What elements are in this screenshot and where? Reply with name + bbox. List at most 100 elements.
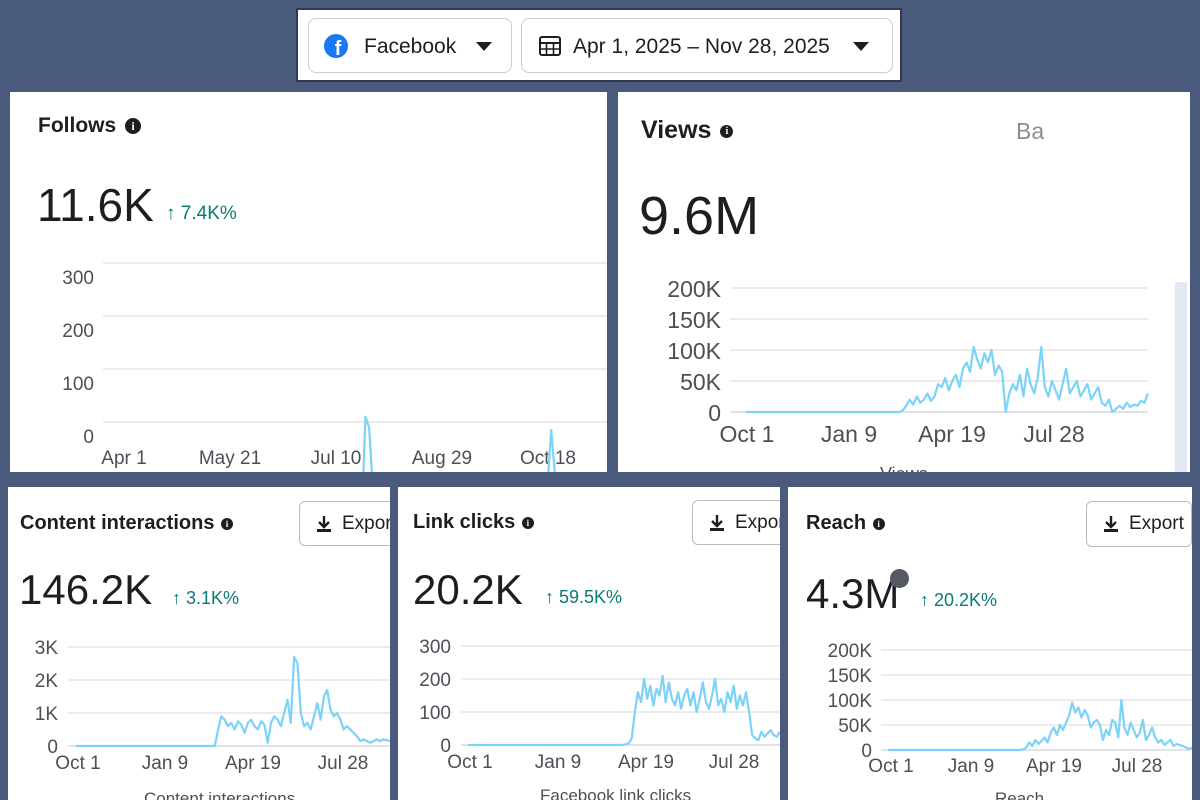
info-icon[interactable]: i <box>521 516 534 529</box>
y-tick-label: 200 <box>419 670 451 691</box>
legend-fragment: Views <box>880 464 928 472</box>
y-tick-label: 50K <box>680 369 722 395</box>
x-ticks: Oct 1 Jan 9 Apr 19 Jul 28 <box>720 421 1085 447</box>
x-tick-label: Aug 29 <box>412 448 472 469</box>
download-icon <box>317 515 331 532</box>
gridlines <box>881 649 1192 751</box>
x-ticks: Apr 1 May 21 Jul 10 Aug 29 Oct 18 <box>101 448 576 469</box>
x-tick-label: Apr 1 <box>101 448 146 469</box>
follows-value: 11.6K <box>37 179 154 231</box>
info-icon[interactable]: i <box>872 517 885 530</box>
scrollbar[interactable] <box>1175 282 1187 472</box>
series-line <box>76 655 390 748</box>
export-button[interactable]: Expor <box>692 500 780 545</box>
x-tick-label: Apr 19 <box>918 421 986 447</box>
x-tick-label: Apr 19 <box>618 752 674 773</box>
calendar-icon <box>539 36 561 56</box>
export-button[interactable]: Export <box>1086 501 1192 547</box>
chevron-down-icon <box>853 42 869 51</box>
y-tick-label: 300 <box>62 268 94 289</box>
export-button[interactable]: Export <box>299 501 390 546</box>
views-chart: 200K 150K 100K 50K 0 Oct 1 Jan 9 Apr 19 … <box>667 276 1150 447</box>
download-icon <box>1104 516 1118 532</box>
platform-dropdown[interactable]: f Facebook <box>308 18 512 73</box>
info-icon[interactable]: i <box>125 118 142 135</box>
x-ticks: Oct 1 Jan 9 Apr 19 Jul 28 <box>447 752 759 773</box>
content-interactions-card: Content interactions i Export 146.2K ↑ 3… <box>8 487 390 800</box>
card-title: Link clicks i <box>413 511 534 534</box>
content-interactions-value: 146.2K <box>19 566 153 613</box>
card-title: Reach i <box>806 512 885 535</box>
y-tick-label: 50K <box>838 716 872 737</box>
card-title: Follows i <box>38 114 142 138</box>
views-card: Views i Ba 9.6M Views 200K 150K 100K 50K… <box>618 92 1190 472</box>
x-tick-label: Apr 19 <box>1026 756 1082 777</box>
y-tick-label: 150K <box>828 666 873 687</box>
y-tick-label: 1K <box>35 704 59 725</box>
date-range-dropdown[interactable]: Apr 1, 2025 – Nov 28, 2025 <box>521 18 893 73</box>
series-line <box>468 674 780 747</box>
content-interactions-chart: 3K 2K 1K 0 Oct 1 Jan 9 Apr 19 Jul 28 <box>35 638 390 774</box>
y-tick-label: 200 <box>62 321 94 342</box>
y-tick-label: 0 <box>440 736 451 757</box>
x-tick-label: Jul 28 <box>709 752 760 773</box>
follows-delta: ↑ 7.4K% <box>166 203 237 224</box>
y-ticks: 3K 2K 1K 0 <box>35 638 59 758</box>
tab-fragment[interactable]: Ba <box>1016 118 1045 144</box>
y-tick-label: 2K <box>35 671 59 692</box>
reach-card: Reach i Export 4.3M ↑ 20.2K% Reach 200K … <box>788 487 1192 800</box>
x-tick-label: Jul 28 <box>1023 421 1084 447</box>
date-range-label: Apr 1, 2025 – Nov 28, 2025 <box>573 35 830 58</box>
x-tick-label: Jan 9 <box>821 421 877 447</box>
cursor-dot <box>890 569 909 588</box>
platform-label: Facebook <box>364 35 457 58</box>
card-title: Content interactions i <box>20 512 234 535</box>
follows-card: Follows i 11.6K ↑ 7.4K% 300 200 100 0 Ap… <box>10 92 607 472</box>
follows-chart: 300 200 100 0 Apr 1 May 21 Jul 10 Aug 29… <box>62 262 607 472</box>
info-icon[interactable]: i <box>720 124 734 138</box>
card-title: Views i <box>641 116 734 145</box>
x-tick-label: Jul 28 <box>1112 756 1163 777</box>
y-tick-label: 100 <box>62 374 94 395</box>
gridlines <box>103 262 607 423</box>
y-tick-label: 100K <box>667 338 721 364</box>
y-tick-label: 100K <box>828 691 873 712</box>
legend-fragment: Facebook link clicks <box>540 786 692 800</box>
link-clicks-chart: 300 200 100 0 Oct 1 Jan 9 Apr 19 Jul 28 <box>419 637 780 773</box>
series-line <box>746 345 1150 414</box>
legend-fragment: Reach <box>995 789 1045 800</box>
y-tick-label: 3K <box>35 638 59 659</box>
y-tick-label: 0 <box>83 427 94 448</box>
link-clicks-value: 20.2K <box>413 566 523 613</box>
x-tick-label: Jan 9 <box>948 756 994 777</box>
y-tick-label: 0 <box>47 737 58 758</box>
x-tick-label: Oct 1 <box>55 753 100 774</box>
filter-bar: f Facebook Apr 1, 2025 – Nov 28, 2025 <box>296 8 902 82</box>
x-ticks: Oct 1 Jan 9 Apr 19 Jul 28 <box>55 753 368 774</box>
y-ticks: 200K 150K 100K 50K 0 <box>828 641 873 762</box>
y-tick-label: 200K <box>828 641 873 662</box>
info-icon[interactable]: i <box>221 517 234 530</box>
reach-delta: ↑ 20.2K% <box>920 590 998 610</box>
gridlines <box>730 287 1148 413</box>
y-ticks: 300 200 100 0 <box>62 268 94 448</box>
x-tick-label: Jul 28 <box>318 753 369 774</box>
x-tick-label: May 21 <box>199 448 261 469</box>
y-ticks: 200K 150K 100K 50K 0 <box>667 276 721 426</box>
y-tick-label: 100 <box>419 703 451 724</box>
facebook-logo-icon: f <box>324 34 348 58</box>
x-tick-label: Jan 9 <box>535 752 581 773</box>
reach-value: 4.3M <box>806 570 900 617</box>
y-tick-label: 200K <box>667 276 721 302</box>
x-tick-label: Oct 1 <box>720 421 775 447</box>
x-tick-label: Oct 1 <box>868 756 913 777</box>
link-clicks-card: Link clicks i Expor 20.2K ↑ 59.5K% Faceb… <box>398 487 780 800</box>
y-tick-label: 0 <box>861 741 872 762</box>
y-tick-label: 0 <box>708 400 721 426</box>
y-ticks: 300 200 100 0 <box>419 637 451 757</box>
link-clicks-delta: ↑ 59.5K% <box>545 587 623 607</box>
x-ticks: Oct 1 Jan 9 Apr 19 Jul 28 <box>868 756 1162 777</box>
x-tick-label: Oct 1 <box>447 752 492 773</box>
series-line <box>888 698 1192 752</box>
reach-chart: 200K 150K 100K 50K 0 Oct 1 Jan 9 Apr 19 … <box>828 641 1192 777</box>
